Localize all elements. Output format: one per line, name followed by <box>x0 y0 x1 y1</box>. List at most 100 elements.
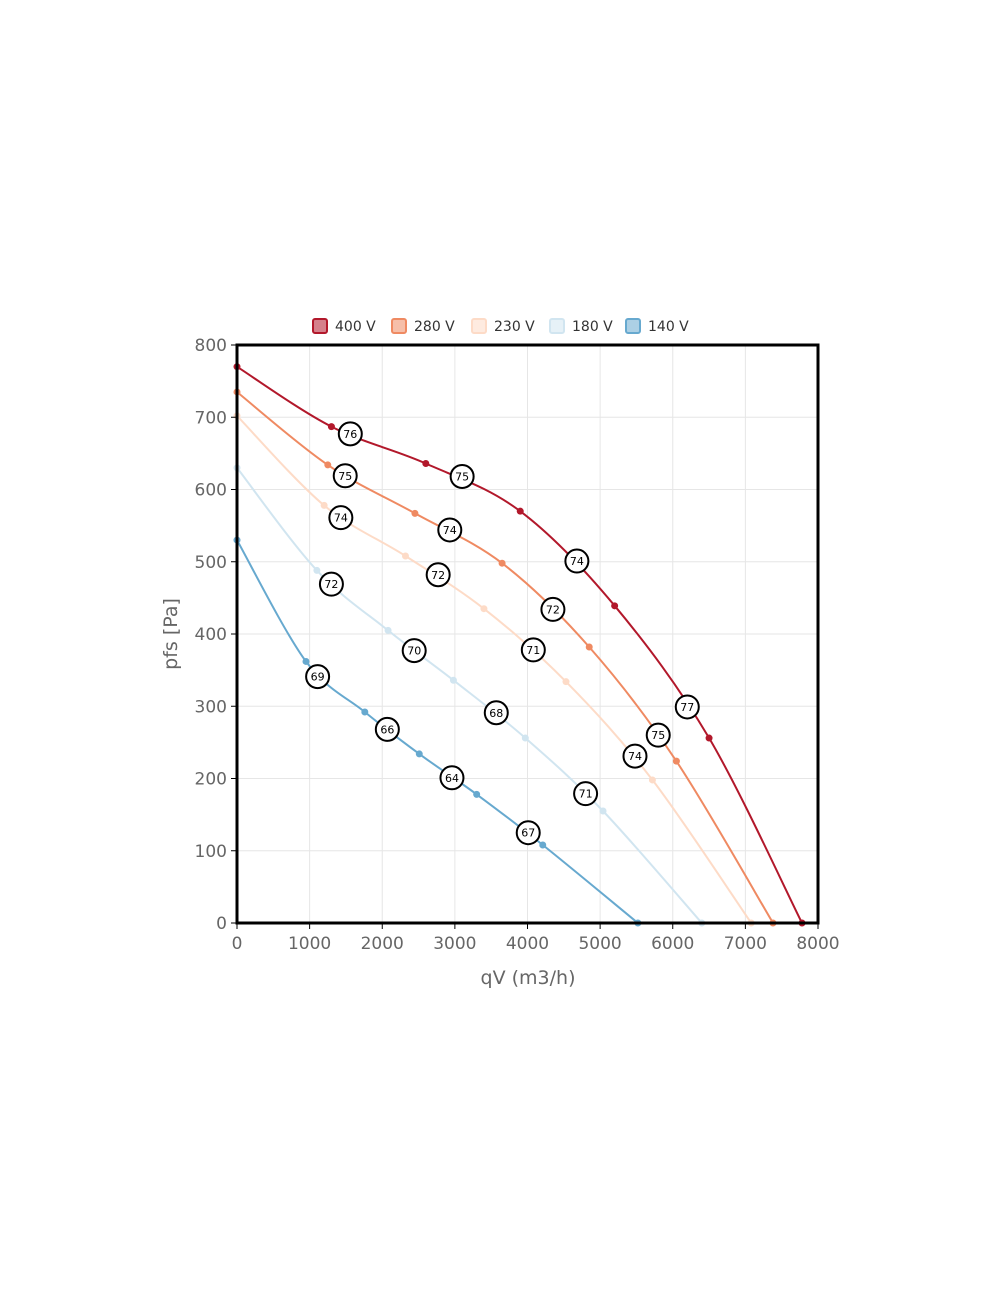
legend-swatch[interactable] <box>312 318 328 334</box>
point-label: 74 <box>570 555 584 568</box>
data-point <box>324 461 332 469</box>
legend-swatch[interactable] <box>549 318 565 334</box>
y-axis-title: pfs [Pa] <box>160 598 182 670</box>
point-label: 74 <box>334 512 348 525</box>
y-tick-label: 200 <box>195 770 227 790</box>
data-point <box>672 757 680 765</box>
point-label: 67 <box>521 827 535 840</box>
data-point <box>327 423 335 431</box>
point-label: 71 <box>526 644 540 657</box>
data-point <box>521 734 529 742</box>
point-label-circle <box>337 421 363 447</box>
y-tick-label: 500 <box>195 553 227 573</box>
point-label: 76 <box>343 428 357 441</box>
x-tick-label: 4000 <box>506 934 549 954</box>
point-label-circle <box>401 638 427 664</box>
point-label: 69 <box>311 671 325 684</box>
x-tick-label: 8000 <box>796 934 839 954</box>
point-label-circle <box>540 596 566 622</box>
point-label: 75 <box>455 470 469 483</box>
point-label-circle <box>305 664 331 690</box>
point-label-circle <box>332 463 358 489</box>
data-point <box>361 708 369 716</box>
point-label: 74 <box>443 524 457 537</box>
point-label: 72 <box>324 578 338 591</box>
data-point <box>313 566 321 574</box>
x-tick-label: 0 <box>232 934 243 954</box>
x-tick-label: 2000 <box>361 934 404 954</box>
data-point <box>384 626 392 634</box>
plot-frame <box>235 343 820 925</box>
data-point <box>480 605 488 613</box>
axes: 0 1000 2000 3000 4000 5000 6000 7000 8000 0 100 200… <box>195 336 840 954</box>
point-label-circle <box>449 463 475 489</box>
point-label: 77 <box>680 701 694 714</box>
y-tick-label: 400 <box>195 625 227 645</box>
point-label: 72 <box>546 603 560 616</box>
point-label-circle <box>515 820 541 846</box>
data-point <box>599 807 607 815</box>
y-tick-label: 0 <box>216 914 227 934</box>
point-label: 64 <box>445 772 459 785</box>
data-point <box>562 678 570 686</box>
point-label-circle <box>318 571 344 597</box>
point-label: 72 <box>431 569 445 582</box>
data-point <box>302 657 310 665</box>
point-label-circle <box>483 700 509 726</box>
x-tick-label: 1000 <box>288 934 331 954</box>
legend-label[interactable]: 400 V <box>335 319 376 335</box>
x-tick-label: 5000 <box>578 934 621 954</box>
legend: 400 V 280 V 230 V 180 V 140 V <box>312 318 689 335</box>
y-tick-label: 100 <box>195 842 227 862</box>
point-label-circle <box>425 562 451 588</box>
point-label: 68 <box>489 707 503 720</box>
point-label: 74 <box>628 750 642 763</box>
series-line <box>236 467 703 924</box>
data-point <box>320 501 328 509</box>
point-label-circle <box>564 548 590 574</box>
y-tick-label: 800 <box>195 336 227 356</box>
data-point <box>415 750 423 758</box>
data-point <box>585 643 593 651</box>
series-line <box>236 391 774 924</box>
data-point <box>498 559 506 567</box>
point-label-circle <box>573 781 599 807</box>
data-point <box>705 734 713 742</box>
data-point <box>516 507 524 515</box>
y-tick-label: 300 <box>195 697 227 717</box>
x-tick-label: 6000 <box>651 934 694 954</box>
data-point <box>449 676 457 684</box>
legend-label[interactable]: 280 V <box>414 319 455 335</box>
x-tick-label: 3000 <box>433 934 476 954</box>
data-point <box>539 841 547 849</box>
series-layer <box>233 363 806 927</box>
legend-label[interactable]: 230 V <box>494 319 535 335</box>
legend-swatch[interactable] <box>391 318 407 334</box>
point-label: 66 <box>380 723 394 736</box>
series-line <box>236 539 639 924</box>
point-label: 70 <box>407 645 421 658</box>
point-label-circle <box>520 637 546 663</box>
point-label-circle <box>328 505 354 531</box>
point-label: 71 <box>579 788 593 801</box>
point-label: 75 <box>651 729 665 742</box>
y-tick-label: 700 <box>195 408 227 428</box>
legend-swatch[interactable] <box>625 318 641 334</box>
point-label-circle <box>437 517 463 543</box>
data-point <box>648 776 656 784</box>
point-label-circle <box>645 722 671 748</box>
point-label-circle <box>439 765 465 791</box>
point-label-circle <box>622 743 648 769</box>
point-labels: 76 75 74 77 75 74 72 75 74 72 71 74 72 70 68 71 69 66 64 67 <box>305 421 700 846</box>
data-point <box>611 602 619 610</box>
data-point <box>422 459 430 467</box>
data-point <box>473 790 481 798</box>
legend-swatch[interactable] <box>471 318 487 334</box>
legend-label[interactable]: 140 V <box>648 319 689 335</box>
point-label-circle <box>374 716 400 742</box>
x-tick-label: 7000 <box>724 934 767 954</box>
y-tick-label: 600 <box>195 481 227 501</box>
legend-label[interactable]: 180 V <box>572 319 613 335</box>
